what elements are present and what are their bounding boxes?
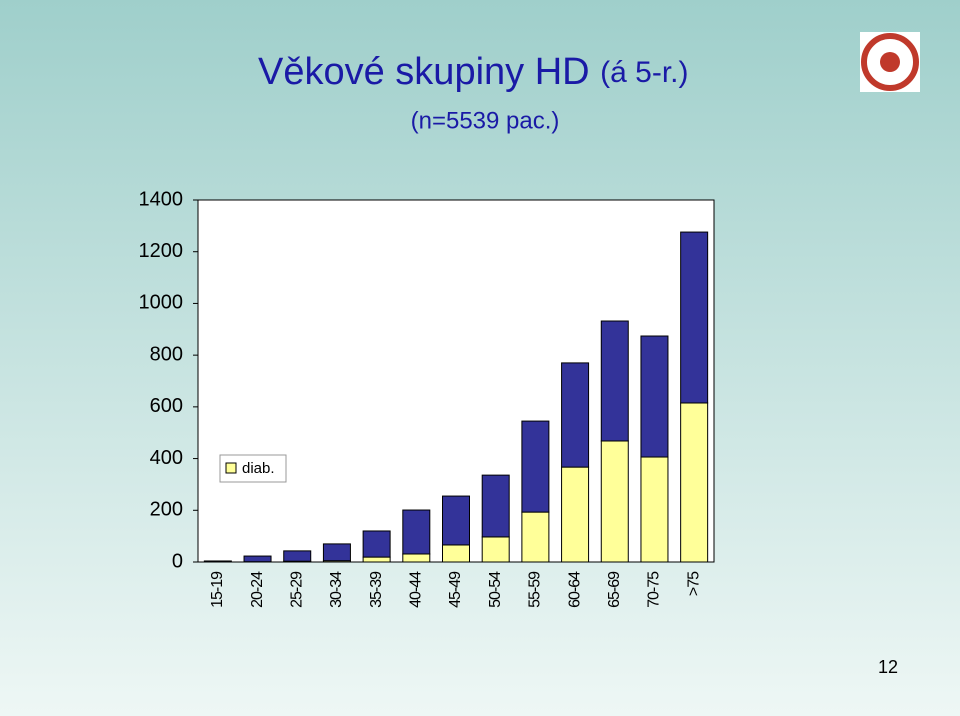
title-suffix: (á 5-r.) [600,56,688,89]
bar-segment [481,536,510,563]
y-tick-label: 1200 [139,240,184,262]
bar-segment [640,335,669,458]
x-tick-label: 45-49 [447,571,464,608]
x-tick-label: 50-54 [487,571,504,608]
x-tick-label: 40-44 [408,571,425,608]
bar-segment [680,402,709,563]
x-tick-label: 15-19 [209,571,226,608]
bar-segment [283,550,312,562]
bar-segment [442,495,470,546]
logo-ring [861,33,919,91]
legend-label: diab. [242,460,275,477]
bar-segment [362,530,391,558]
y-tick-label: 400 [150,447,183,469]
x-tick-label: 30-34 [328,571,345,608]
logo-center [880,52,900,72]
x-tick-label: 25-29 [288,571,305,608]
bar-segment [521,511,550,563]
page-number: 12 [878,657,898,677]
bar-segment [561,362,590,468]
logo [860,32,920,92]
x-tick-label: 35-39 [368,571,385,608]
bar-segment [402,553,431,563]
bar-segment [640,456,669,563]
x-tick-label: 65-69 [606,571,623,608]
bar-segment [442,544,470,563]
x-tick-label: 60-64 [566,571,583,608]
bar-segment [322,543,351,562]
y-tick-label: 800 [150,343,183,365]
bar-segment [521,420,550,513]
x-tick-label: 55-59 [527,571,544,608]
bar-segment [243,555,272,563]
bar-segment [203,560,232,563]
y-tick-label: 200 [150,499,183,521]
title-main: Věkové skupiny HD [258,51,590,93]
chart-title: Věkové skupiny HD (á 5-r.) [258,51,689,93]
y-tick-label: 0 [172,550,183,572]
legend-swatch [225,462,237,474]
x-tick-label: 20-24 [249,571,266,608]
bar-segment [600,440,629,563]
bar-segment [362,556,391,563]
bar-segment [561,466,590,563]
x-tick-label: 70-75 [646,571,663,608]
bar-segment [481,474,510,538]
chart-subtitle: (n=5539 pac.) [411,107,560,134]
y-tick-label: 1400 [139,188,184,210]
bar-segment [680,231,709,404]
bar-segment [600,320,629,442]
y-tick-label: 600 [150,395,183,417]
x-tick-label: >75 [685,571,702,596]
bar-segment [402,509,431,555]
y-tick-label: 1000 [139,292,184,314]
